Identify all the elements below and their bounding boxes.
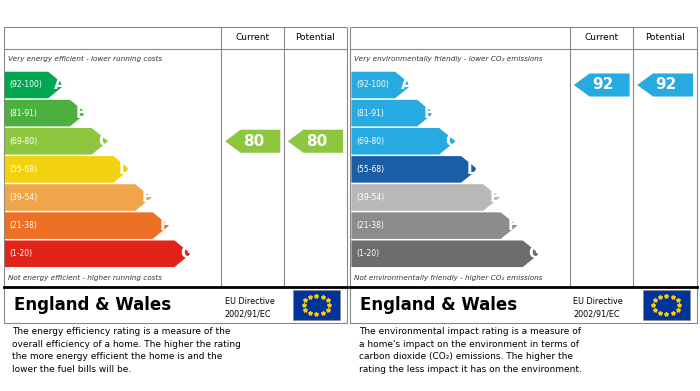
Text: G: G [528,246,541,261]
Text: England & Wales: England & Wales [14,296,171,314]
Text: E: E [490,190,500,205]
Text: Current: Current [584,33,619,42]
Polygon shape [351,156,477,183]
Text: Not environmentally friendly - higher CO₂ emissions: Not environmentally friendly - higher CO… [354,274,542,281]
Text: (55-68): (55-68) [356,165,384,174]
Polygon shape [288,130,343,153]
Text: F: F [160,218,169,233]
Polygon shape [5,72,64,98]
Text: Potential: Potential [295,33,335,42]
Polygon shape [5,100,86,126]
Text: A: A [54,77,66,93]
Text: The environmental impact rating is a measure of
a home's impact on the environme: The environmental impact rating is a mea… [358,327,582,374]
Text: (1-20): (1-20) [10,249,33,258]
Text: 80: 80 [244,134,265,149]
Text: A: A [401,77,413,93]
Text: Not energy efficient - higher running costs: Not energy efficient - higher running co… [8,274,162,281]
Polygon shape [574,74,629,97]
Polygon shape [351,184,500,211]
Text: (69-80): (69-80) [356,137,384,146]
Polygon shape [351,100,433,126]
Polygon shape [5,128,108,154]
Text: (21-38): (21-38) [10,221,38,230]
Polygon shape [351,72,412,98]
Text: Very energy efficient - lower running costs: Very energy efficient - lower running co… [8,56,162,63]
Polygon shape [351,128,456,154]
Text: D: D [467,162,480,177]
Text: 92: 92 [592,77,614,93]
Text: (39-54): (39-54) [356,193,384,202]
Polygon shape [351,212,517,239]
Text: Current: Current [236,33,270,42]
Text: EU Directive
2002/91/EC: EU Directive 2002/91/EC [573,297,623,319]
Bar [293,290,340,320]
Polygon shape [5,240,191,267]
Text: (1-20): (1-20) [356,249,379,258]
Text: England & Wales: England & Wales [360,296,517,314]
Polygon shape [5,184,152,211]
Polygon shape [637,74,693,97]
Polygon shape [225,130,280,153]
Text: (21-38): (21-38) [356,221,384,230]
Text: 92: 92 [656,77,677,93]
Text: (39-54): (39-54) [10,193,38,202]
Text: (69-80): (69-80) [10,137,38,146]
Text: (81-91): (81-91) [356,109,384,118]
Text: EU Directive
2002/91/EC: EU Directive 2002/91/EC [225,297,274,319]
Polygon shape [5,156,130,183]
Text: Potential: Potential [645,33,685,42]
Text: C: C [445,134,456,149]
Text: C: C [98,134,109,149]
Text: B: B [76,106,88,120]
Text: 80: 80 [306,134,328,149]
Text: G: G [180,246,193,261]
Text: Energy Efficiency Rating: Energy Efficiency Rating [12,7,174,20]
Text: (81-91): (81-91) [10,109,38,118]
Text: D: D [119,162,132,177]
Text: (92-100): (92-100) [10,81,43,90]
Bar [643,290,690,320]
Text: Very environmentally friendly - lower CO₂ emissions: Very environmentally friendly - lower CO… [354,56,542,63]
Text: The energy efficiency rating is a measure of the
overall efficiency of a home. T: The energy efficiency rating is a measur… [12,327,241,374]
Text: F: F [508,218,518,233]
Text: (92-100): (92-100) [356,81,389,90]
Text: (55-68): (55-68) [10,165,38,174]
Text: B: B [424,106,435,120]
Polygon shape [5,212,169,239]
Text: Environmental Impact (CO₂) Rating: Environmental Impact (CO₂) Rating [358,7,591,20]
Polygon shape [351,240,539,267]
Text: E: E [142,190,152,205]
